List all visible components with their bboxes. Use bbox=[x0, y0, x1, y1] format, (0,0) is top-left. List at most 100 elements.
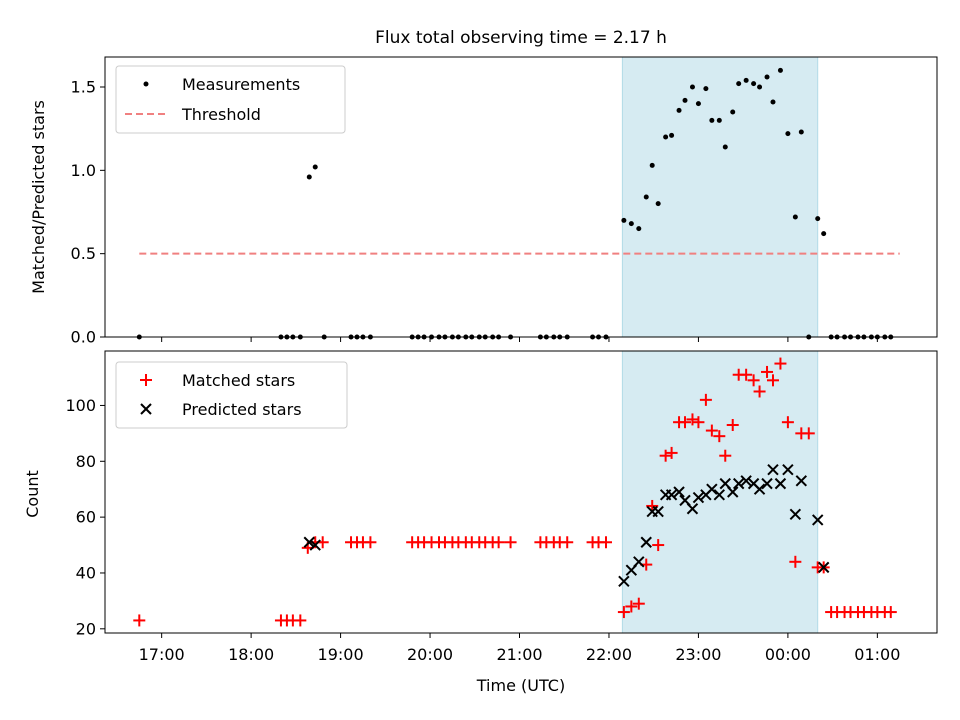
matched-star-point bbox=[617, 606, 630, 619]
chart-title: Flux total observing time = 2.17 h bbox=[375, 28, 667, 48]
measurement-point bbox=[785, 131, 791, 137]
matched-star-point bbox=[802, 427, 815, 440]
measurement-point bbox=[636, 226, 642, 232]
matched-star-point bbox=[646, 499, 659, 512]
matched-star-point bbox=[133, 614, 146, 627]
measurement-point bbox=[722, 144, 728, 150]
predicted-star-point bbox=[640, 536, 652, 548]
predicted-star-point bbox=[740, 475, 752, 487]
predicted-star-stroke bbox=[740, 475, 752, 487]
predicted-star-stroke bbox=[309, 539, 321, 551]
matched-star-point bbox=[632, 597, 645, 610]
measurement-point bbox=[709, 117, 715, 123]
legend-label-measurements: Measurements bbox=[182, 75, 300, 94]
x-tick-label: 17:00 bbox=[139, 645, 185, 664]
predicted-star-stroke bbox=[665, 489, 678, 501]
measurement-point bbox=[798, 129, 804, 135]
y-tick-label: 0.5 bbox=[71, 244, 96, 263]
predicted-star-point bbox=[618, 575, 630, 588]
matched-star-point bbox=[679, 416, 692, 429]
predicted-star-point bbox=[673, 486, 685, 498]
predicted-star-stroke bbox=[753, 483, 766, 495]
measurement-point bbox=[703, 86, 709, 92]
measurement-point bbox=[736, 81, 742, 87]
matched-star-point bbox=[884, 606, 897, 619]
predicted-star-stroke bbox=[732, 477, 745, 490]
predicted-star-point bbox=[767, 463, 779, 476]
predicted-star-stroke bbox=[782, 463, 794, 476]
count-points bbox=[133, 357, 897, 627]
matched-star-point bbox=[713, 430, 726, 443]
predicted-star-stroke bbox=[761, 477, 773, 490]
x-tick-label: 01:00 bbox=[854, 645, 900, 664]
matched-star-point bbox=[766, 374, 779, 387]
predicted-star-stroke bbox=[774, 477, 787, 490]
predicted-star-stroke bbox=[767, 463, 779, 476]
predicted-star-point bbox=[732, 477, 745, 490]
measurement-point bbox=[695, 101, 701, 107]
predicted-star-stroke bbox=[713, 489, 726, 501]
matched-star-point bbox=[599, 536, 612, 549]
matched-star-point bbox=[719, 449, 732, 462]
bottom-legend-box bbox=[115, 361, 348, 429]
observing-window-span bbox=[621, 350, 819, 634]
matched-star-point bbox=[705, 424, 718, 437]
predicted-star-stroke bbox=[633, 556, 645, 568]
predicted-star-point bbox=[774, 477, 787, 490]
matched-star-point bbox=[753, 385, 766, 398]
predicted-star-point bbox=[633, 556, 645, 568]
predicted-star-stroke bbox=[673, 486, 685, 498]
y-tick-label: 40 bbox=[76, 563, 96, 582]
predicted-star-point bbox=[817, 561, 830, 574]
measurement-point bbox=[663, 134, 669, 140]
predicted-star-stroke bbox=[679, 494, 691, 507]
predicted-star-point bbox=[782, 463, 794, 476]
predicted-star-stroke bbox=[719, 477, 731, 490]
measurement-point bbox=[730, 109, 736, 115]
predicted-star-stroke bbox=[692, 491, 705, 504]
measurement-point bbox=[716, 117, 722, 123]
x-tick-label: 23:00 bbox=[675, 645, 721, 664]
legend-label-matched: Matched stars bbox=[182, 371, 295, 390]
measurement-point bbox=[306, 174, 312, 180]
predicted-star-point bbox=[652, 505, 664, 518]
bottom-y-axis-label: Count bbox=[23, 470, 42, 518]
x-tick-label: 21:00 bbox=[496, 645, 542, 664]
x-tick-label: 00:00 bbox=[765, 645, 811, 664]
predicted-star-point bbox=[686, 503, 699, 515]
x-tick-label: 20:00 bbox=[407, 645, 453, 664]
matched-star-point bbox=[761, 365, 774, 378]
matched-star-point bbox=[504, 536, 517, 549]
measurement-point bbox=[689, 84, 695, 90]
predicted-star-stroke bbox=[640, 536, 652, 548]
predicted-star-stroke bbox=[789, 508, 802, 521]
measurement-point bbox=[669, 132, 675, 138]
measurement-point bbox=[643, 194, 649, 200]
star-count-panel: 20 40 60 80 100 17:00 18:00 19:00 20:00 21:00 22:… bbox=[23, 350, 938, 695]
y-tick-label: 100 bbox=[65, 396, 96, 415]
y-tick-label: 1.5 bbox=[71, 78, 96, 97]
predicted-star-point bbox=[303, 536, 315, 548]
matched-star-point bbox=[781, 416, 794, 429]
top-y-axis-label: Matched/Predicted stars bbox=[29, 100, 48, 294]
predicted-star-stroke bbox=[747, 477, 760, 490]
matched-star-point bbox=[294, 614, 307, 627]
matched-star-point bbox=[740, 368, 753, 381]
x-tick-label: 22:00 bbox=[586, 645, 632, 664]
predicted-star-point bbox=[795, 475, 808, 487]
measurement-point bbox=[815, 216, 821, 222]
predicted-star-point bbox=[789, 508, 802, 521]
measurement-point bbox=[757, 84, 763, 90]
top-legend-box bbox=[115, 65, 346, 134]
legend-marker-predicted bbox=[140, 403, 152, 415]
y-tick-label: 20 bbox=[76, 619, 96, 638]
matched-star-point bbox=[625, 600, 638, 613]
matched-star-point bbox=[659, 449, 672, 462]
measurement-point bbox=[676, 107, 682, 113]
legend-label-predicted: Predicted stars bbox=[182, 400, 302, 419]
matched-star-point bbox=[692, 416, 705, 429]
measurement-point bbox=[751, 81, 757, 87]
y-tick-label: 0.0 bbox=[71, 328, 96, 347]
predicted-star-stroke bbox=[817, 561, 830, 574]
